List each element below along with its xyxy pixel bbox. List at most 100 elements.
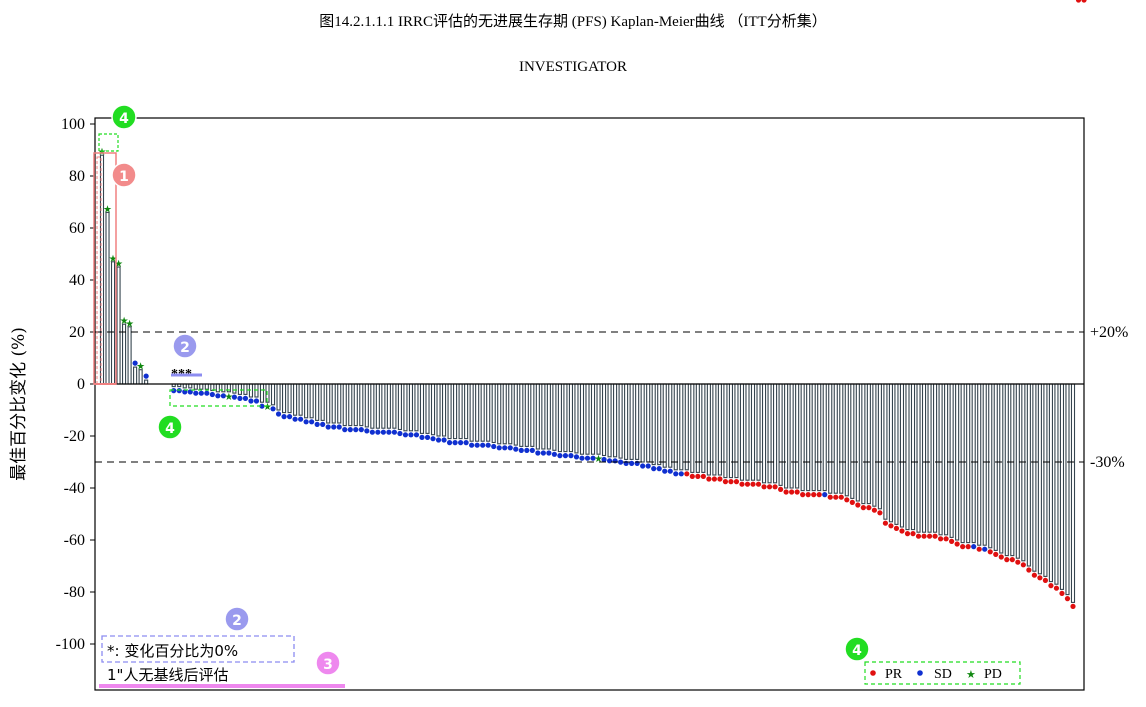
marker-pr bbox=[915, 533, 922, 539]
y-tick-label: 20 bbox=[69, 324, 85, 341]
bar bbox=[475, 383, 480, 442]
marker-pr bbox=[1020, 562, 1026, 568]
marker-sd bbox=[546, 450, 552, 456]
bar bbox=[397, 383, 402, 431]
bar bbox=[601, 383, 607, 457]
bar bbox=[414, 383, 419, 432]
legend: PR SD ★ PD bbox=[864, 661, 1021, 685]
plot-frame bbox=[94, 117, 1085, 691]
marker-sd bbox=[132, 360, 138, 366]
bar bbox=[839, 383, 844, 494]
bar bbox=[789, 383, 794, 489]
bar bbox=[579, 383, 585, 455]
legend-marker-sd bbox=[917, 670, 923, 676]
y-tick-label: 40 bbox=[69, 272, 85, 289]
bar bbox=[309, 383, 314, 419]
marker-sd bbox=[491, 443, 497, 450]
bar bbox=[872, 383, 877, 507]
bar bbox=[828, 383, 833, 494]
marker-sd bbox=[353, 427, 359, 433]
marker-sd bbox=[618, 459, 624, 465]
marker-sd bbox=[435, 437, 442, 443]
marker-pr bbox=[976, 546, 982, 552]
marker-pr bbox=[755, 481, 762, 487]
marker-sd bbox=[463, 440, 469, 446]
pd-highlight-box-top bbox=[98, 133, 119, 152]
marker-pr bbox=[1075, 0, 1082, 3]
callout-4-number-mid: 4 bbox=[165, 421, 175, 437]
marker-pr bbox=[921, 533, 927, 539]
figure-title: 图14.2.1.1.1 IRRC评估的无进展生存期 (PFS) Kaplan-M… bbox=[319, 14, 827, 30]
marker-sd bbox=[275, 411, 282, 417]
marker-sd bbox=[496, 445, 502, 451]
bar bbox=[640, 383, 645, 463]
marker-pr bbox=[805, 492, 811, 498]
bar bbox=[436, 383, 441, 437]
bar bbox=[635, 383, 640, 460]
marker-sd bbox=[601, 456, 607, 463]
marker-pr bbox=[937, 536, 944, 542]
bar bbox=[933, 383, 938, 533]
marker-pr bbox=[766, 484, 773, 490]
bar bbox=[408, 383, 414, 432]
marker-sd bbox=[441, 437, 447, 443]
bar bbox=[447, 383, 452, 440]
bar bbox=[375, 383, 380, 429]
y-tick-label: -60 bbox=[64, 532, 85, 549]
marker-sd bbox=[204, 390, 210, 396]
marker-sd bbox=[380, 429, 386, 435]
bar bbox=[966, 383, 971, 544]
bar bbox=[353, 383, 358, 427]
marker-sd bbox=[253, 398, 260, 404]
bar bbox=[199, 383, 204, 390]
bar bbox=[596, 383, 601, 455]
marker-sd bbox=[673, 471, 679, 477]
marker-pr bbox=[899, 528, 905, 534]
bar bbox=[988, 383, 993, 549]
bar bbox=[508, 383, 513, 445]
marker-pr bbox=[695, 473, 701, 479]
marker-pr bbox=[706, 476, 712, 482]
marker-pr bbox=[893, 525, 900, 532]
marker-sd bbox=[645, 463, 651, 469]
bar bbox=[563, 383, 568, 453]
bar bbox=[844, 383, 849, 497]
bar bbox=[458, 383, 463, 440]
legend-marker-pd: ★ bbox=[966, 668, 976, 681]
bar bbox=[723, 383, 728, 479]
marker-pr bbox=[789, 489, 795, 495]
marker-pr bbox=[1031, 572, 1037, 578]
marker-sd bbox=[209, 391, 215, 398]
bar bbox=[695, 383, 700, 473]
bar bbox=[320, 383, 325, 421]
bars-layer bbox=[95, 154, 1084, 603]
markers-layer: ★★★★★★★★★★ bbox=[98, 0, 1087, 610]
marker-pr bbox=[1053, 585, 1060, 591]
bar bbox=[1010, 383, 1015, 557]
callout-1-number: 1 bbox=[119, 169, 129, 185]
bar bbox=[817, 383, 822, 492]
marker-pd: ★ bbox=[263, 402, 272, 413]
bar bbox=[281, 383, 287, 414]
bar bbox=[497, 383, 502, 445]
bar bbox=[982, 383, 987, 546]
bar bbox=[679, 383, 684, 471]
bar bbox=[905, 383, 910, 531]
bar bbox=[773, 383, 778, 484]
marker-sd bbox=[303, 419, 309, 425]
marker-sd bbox=[518, 447, 524, 453]
bar bbox=[480, 383, 485, 442]
bar bbox=[646, 383, 651, 463]
marker-sd bbox=[281, 414, 287, 420]
bar bbox=[513, 383, 518, 446]
marker-sd bbox=[358, 427, 364, 433]
bar bbox=[293, 383, 298, 416]
bar bbox=[298, 383, 303, 416]
y-tick-label: 80 bbox=[69, 168, 85, 185]
marker-pr bbox=[750, 481, 756, 487]
bar bbox=[877, 383, 882, 510]
y-tick-label: -40 bbox=[64, 480, 85, 497]
marker-sd bbox=[573, 454, 580, 460]
marker-pr bbox=[739, 481, 745, 487]
marker-sd bbox=[336, 424, 342, 430]
